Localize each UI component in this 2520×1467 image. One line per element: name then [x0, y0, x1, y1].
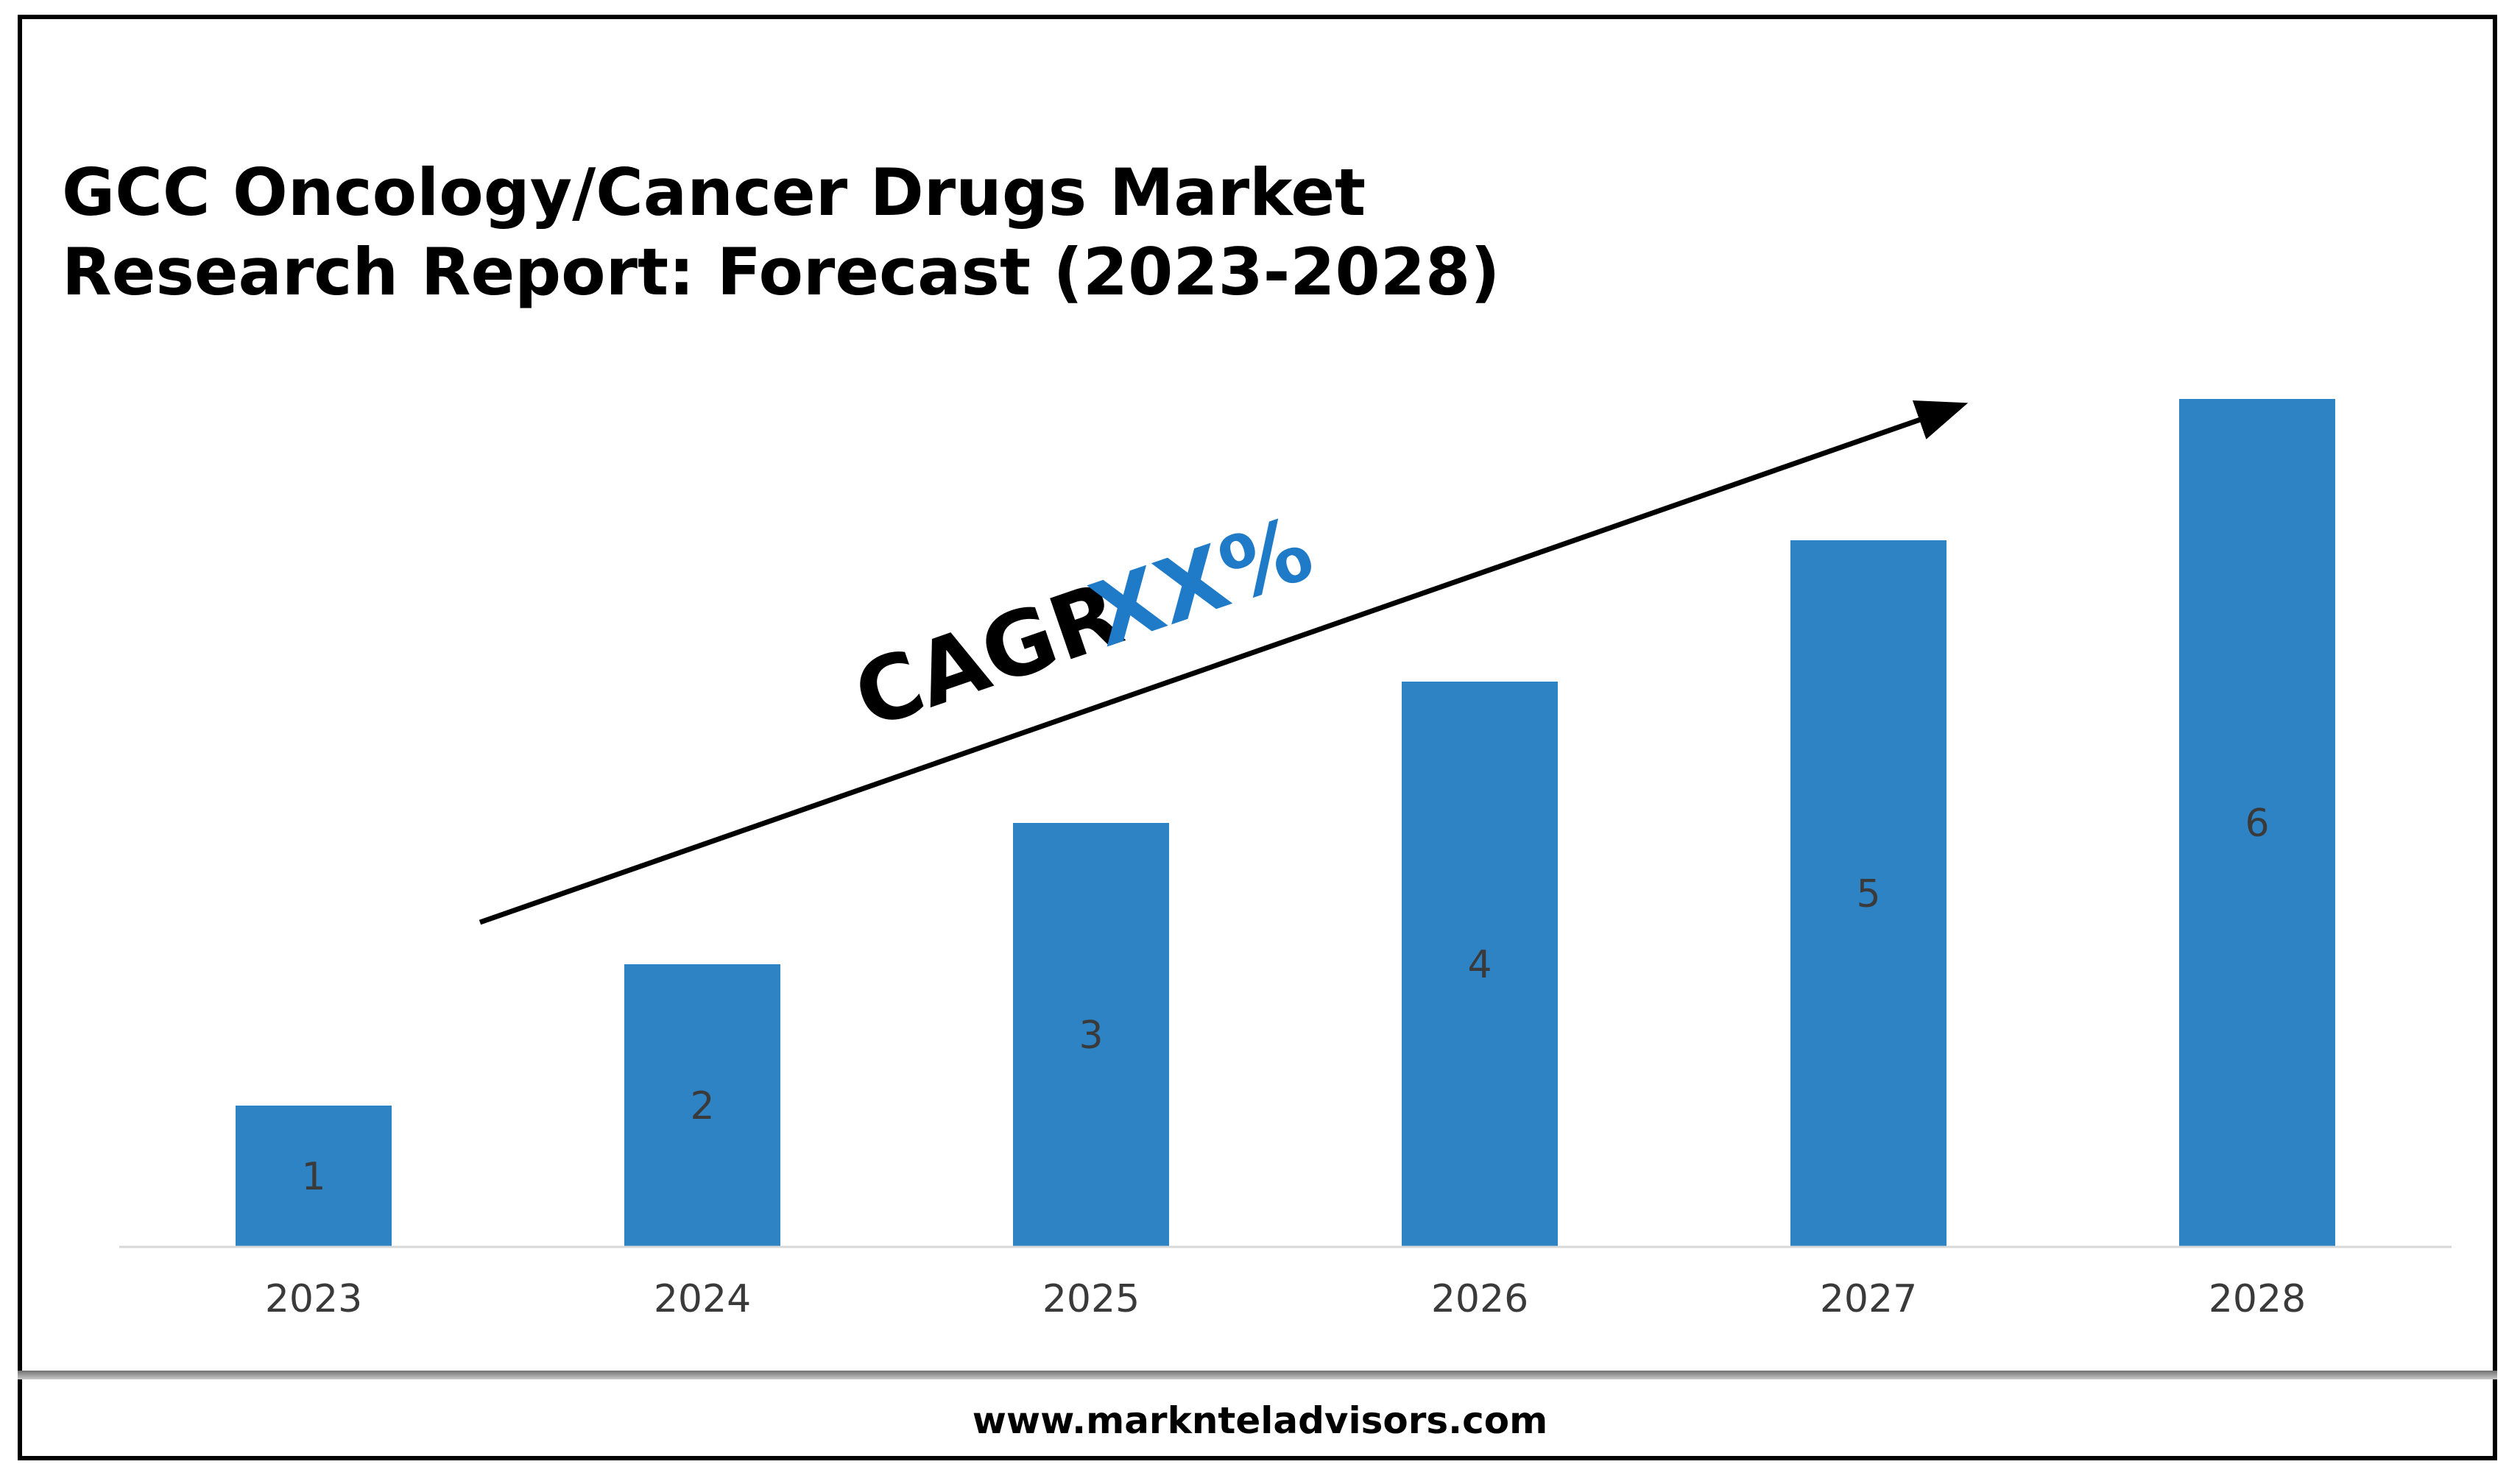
footer-website-link[interactable]: www.marknteladvisors.com [972, 1399, 1548, 1442]
bar-label-2025: 3 [1079, 1014, 1103, 1058]
bar-series [236, 399, 2335, 1247]
trend-arrow [479, 400, 1969, 925]
bar-label-2027: 5 [1856, 872, 1880, 916]
x-axis-tick-labels: 2023 2024 2025 2026 2027 2028 [265, 1277, 2306, 1321]
x-tick-2025: 2025 [1042, 1277, 1140, 1321]
bar-2028 [2179, 399, 2335, 1247]
footer-divider [18, 1371, 2497, 1379]
chart-title-line-2: Research Report: Forecast (2023-2028) [62, 234, 1500, 310]
x-tick-2024: 2024 [654, 1277, 751, 1321]
bar-2026 [1402, 682, 1558, 1247]
chart-title-line-1: GCC Oncology/Cancer Drugs Market [62, 155, 1366, 230]
chart-frame [18, 15, 2497, 1460]
bar-data-labels: 1 2 3 4 5 6 [301, 802, 2269, 1199]
chart-title: GCC Oncology/Cancer Drugs Market Researc… [62, 153, 1500, 312]
x-tick-2027: 2027 [1820, 1277, 1917, 1321]
bar-2024 [624, 964, 780, 1247]
bar-2027 [1790, 540, 1947, 1247]
x-tick-2023: 2023 [265, 1277, 362, 1321]
bar-2025 [1013, 823, 1169, 1247]
bar-label-2024: 2 [690, 1084, 714, 1128]
x-tick-2028: 2028 [2209, 1277, 2306, 1321]
bar-2023 [236, 1106, 392, 1247]
bar-label-2026: 4 [1467, 943, 1492, 987]
x-tick-2026: 2026 [1431, 1277, 1528, 1321]
bar-label-2023: 1 [301, 1155, 325, 1199]
bar-label-2028: 6 [2245, 802, 2269, 846]
